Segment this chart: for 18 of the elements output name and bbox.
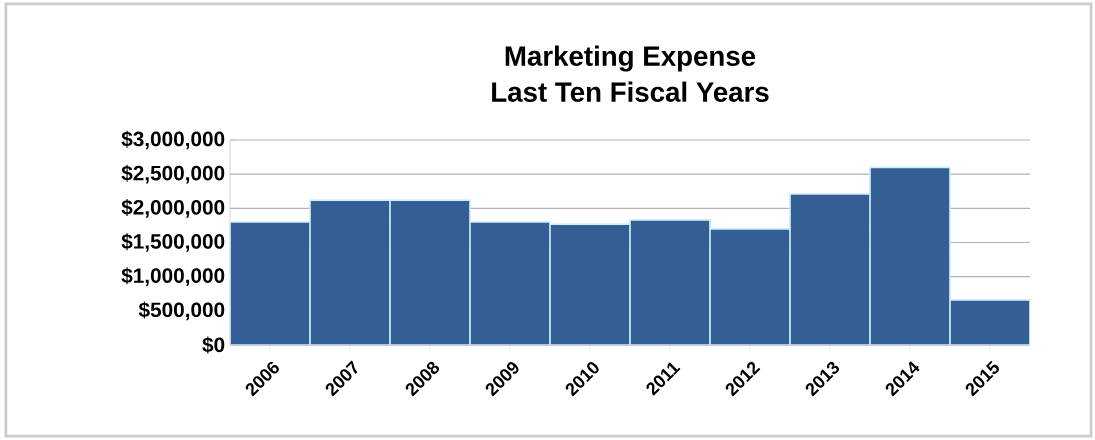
bar (709, 228, 791, 345)
y-tick-label: $0 (202, 336, 225, 354)
bar (629, 219, 711, 345)
y-tick-label: $1,000,000 (121, 267, 225, 286)
bar (309, 199, 391, 345)
chart-title: Marketing Expense Last Ten Fiscal Years (492, 45, 769, 102)
y-tick-label: $500,000 (138, 301, 225, 321)
bar (549, 223, 631, 345)
y-tick-label: $2,500,000 (121, 164, 225, 184)
y-tick-label: $3,000,000 (121, 130, 225, 150)
bar (469, 221, 551, 345)
bar (389, 199, 471, 345)
y-tick-label: $2,000,000 (121, 199, 225, 218)
bar (230, 221, 311, 345)
y-tick-label: $1,500,000 (121, 233, 225, 252)
bar (949, 299, 1031, 345)
bar (789, 193, 871, 345)
bar (869, 166, 951, 345)
